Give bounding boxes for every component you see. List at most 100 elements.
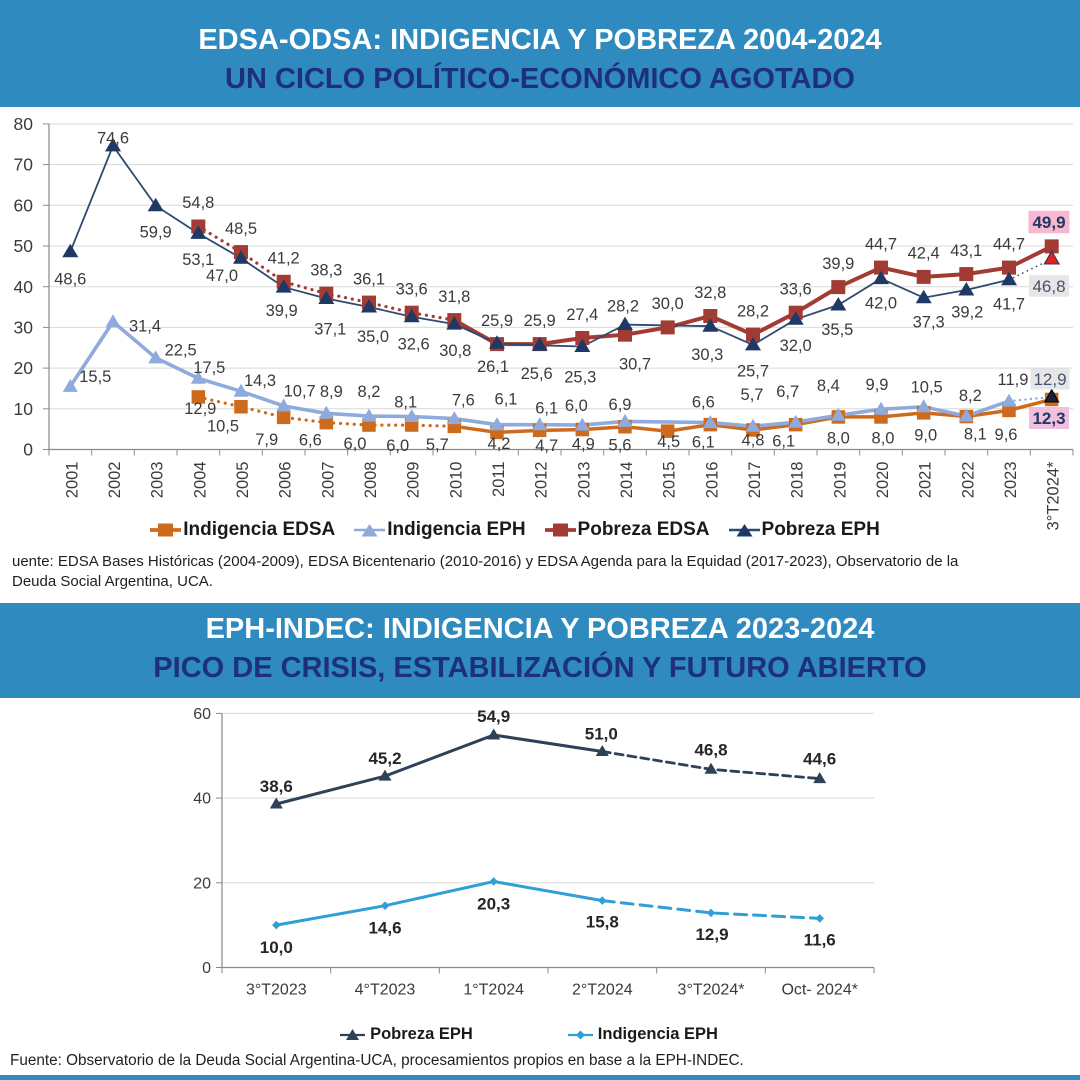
svg-text:2005: 2005 [234, 462, 252, 499]
svg-text:4,5: 4,5 [657, 433, 680, 451]
svg-text:10,5: 10,5 [911, 379, 943, 397]
svg-text:53,1: 53,1 [182, 251, 214, 269]
svg-text:45,2: 45,2 [368, 749, 401, 768]
svg-text:2015: 2015 [661, 462, 679, 499]
svg-text:2001: 2001 [63, 462, 81, 499]
svg-text:42,4: 42,4 [908, 245, 940, 263]
svg-text:17,5: 17,5 [193, 359, 225, 377]
svg-text:32,0: 32,0 [780, 337, 812, 355]
svg-text:74,6: 74,6 [97, 130, 129, 148]
svg-text:6,1: 6,1 [692, 433, 715, 451]
svg-text:40: 40 [193, 791, 211, 808]
svg-text:3°T2023: 3°T2023 [246, 982, 307, 999]
svg-text:2006: 2006 [277, 462, 295, 499]
svg-text:6,9: 6,9 [609, 396, 632, 414]
svg-text:2016: 2016 [703, 462, 721, 499]
svg-text:2010: 2010 [447, 462, 465, 499]
svg-text:59,9: 59,9 [140, 224, 172, 242]
svg-text:47,0: 47,0 [206, 267, 238, 285]
svg-text:2011: 2011 [490, 462, 508, 497]
svg-text:4°T2023: 4°T2023 [355, 982, 416, 999]
svg-text:2022: 2022 [959, 462, 977, 499]
svg-text:6,1: 6,1 [535, 399, 558, 417]
svg-text:3°T2024*: 3°T2024* [1045, 461, 1063, 531]
svg-text:20,3: 20,3 [477, 895, 510, 914]
svg-text:4,8: 4,8 [742, 432, 765, 450]
svg-text:6,7: 6,7 [776, 383, 799, 401]
svg-text:6,0: 6,0 [344, 435, 367, 453]
svg-text:54,8: 54,8 [182, 194, 214, 212]
svg-text:10,5: 10,5 [207, 418, 239, 436]
svg-text:2007: 2007 [319, 462, 337, 499]
svg-text:2°T2024: 2°T2024 [572, 982, 633, 999]
svg-text:14,3: 14,3 [244, 372, 276, 390]
svg-text:49,9: 49,9 [1032, 213, 1065, 232]
svg-text:31,8: 31,8 [438, 288, 470, 306]
svg-text:80: 80 [14, 114, 34, 134]
svg-text:41,7: 41,7 [993, 296, 1025, 314]
svg-text:28,2: 28,2 [607, 298, 639, 316]
svg-text:33,6: 33,6 [396, 281, 428, 299]
svg-text:32,6: 32,6 [398, 336, 430, 354]
svg-text:10,7: 10,7 [284, 383, 316, 401]
svg-text:6,0: 6,0 [386, 437, 409, 455]
svg-text:44,7: 44,7 [865, 235, 897, 253]
svg-text:46,8: 46,8 [694, 740, 727, 759]
svg-text:1°T2024: 1°T2024 [463, 982, 524, 999]
svg-text:5,7: 5,7 [426, 436, 449, 454]
svg-text:15,5: 15,5 [79, 368, 111, 386]
svg-text:8,0: 8,0 [827, 430, 850, 448]
svg-text:12,9: 12,9 [1033, 370, 1066, 389]
svg-text:25,6: 25,6 [521, 365, 553, 383]
svg-text:41,2: 41,2 [268, 250, 300, 268]
svg-text:8,2: 8,2 [959, 387, 982, 405]
svg-text:48,6: 48,6 [54, 271, 86, 289]
svg-text:Oct- 2024*: Oct- 2024* [781, 982, 857, 999]
svg-text:6,6: 6,6 [692, 393, 715, 411]
svg-text:2018: 2018 [789, 462, 807, 499]
svg-text:30,3: 30,3 [691, 346, 723, 364]
svg-text:2014: 2014 [618, 462, 636, 499]
svg-text:0: 0 [202, 960, 211, 977]
svg-text:27,4: 27,4 [566, 306, 598, 324]
svg-text:40: 40 [14, 277, 34, 297]
svg-text:37,3: 37,3 [913, 314, 945, 332]
svg-text:11,9: 11,9 [998, 371, 1029, 389]
svg-text:25,3: 25,3 [564, 368, 596, 386]
svg-text:39,9: 39,9 [266, 302, 298, 320]
svg-text:26,1: 26,1 [477, 358, 509, 376]
svg-text:2019: 2019 [831, 462, 849, 499]
svg-text:12,9: 12,9 [184, 400, 216, 418]
svg-text:9,9: 9,9 [866, 376, 889, 394]
svg-text:6,6: 6,6 [299, 431, 322, 449]
svg-text:8,0: 8,0 [872, 430, 895, 448]
svg-text:9,0: 9,0 [914, 427, 937, 445]
svg-text:7,9: 7,9 [255, 431, 278, 449]
svg-text:48,5: 48,5 [225, 220, 257, 238]
svg-text:42,0: 42,0 [865, 294, 897, 312]
svg-text:20: 20 [14, 358, 34, 378]
svg-text:2021: 2021 [917, 462, 935, 499]
svg-text:30,0: 30,0 [652, 295, 684, 313]
svg-text:37,1: 37,1 [314, 320, 346, 338]
svg-text:5,6: 5,6 [609, 437, 632, 455]
svg-text:30,7: 30,7 [619, 355, 651, 373]
svg-text:5,7: 5,7 [741, 386, 764, 404]
svg-text:28,2: 28,2 [737, 303, 769, 321]
svg-text:8,2: 8,2 [358, 383, 381, 401]
svg-text:38,6: 38,6 [260, 777, 293, 796]
svg-text:6,1: 6,1 [772, 432, 795, 450]
svg-text:12,9: 12,9 [695, 925, 728, 944]
svg-text:11,6: 11,6 [804, 930, 836, 949]
svg-text:20: 20 [193, 875, 211, 892]
svg-text:25,9: 25,9 [524, 312, 556, 330]
svg-text:33,6: 33,6 [780, 281, 812, 299]
svg-text:60: 60 [193, 706, 211, 723]
svg-text:8,4: 8,4 [817, 377, 840, 395]
svg-text:39,2: 39,2 [951, 304, 983, 322]
svg-text:25,7: 25,7 [737, 363, 769, 381]
svg-text:36,1: 36,1 [353, 270, 385, 288]
svg-text:60: 60 [14, 195, 34, 215]
svg-text:70: 70 [14, 155, 34, 175]
svg-text:2004: 2004 [191, 462, 209, 499]
